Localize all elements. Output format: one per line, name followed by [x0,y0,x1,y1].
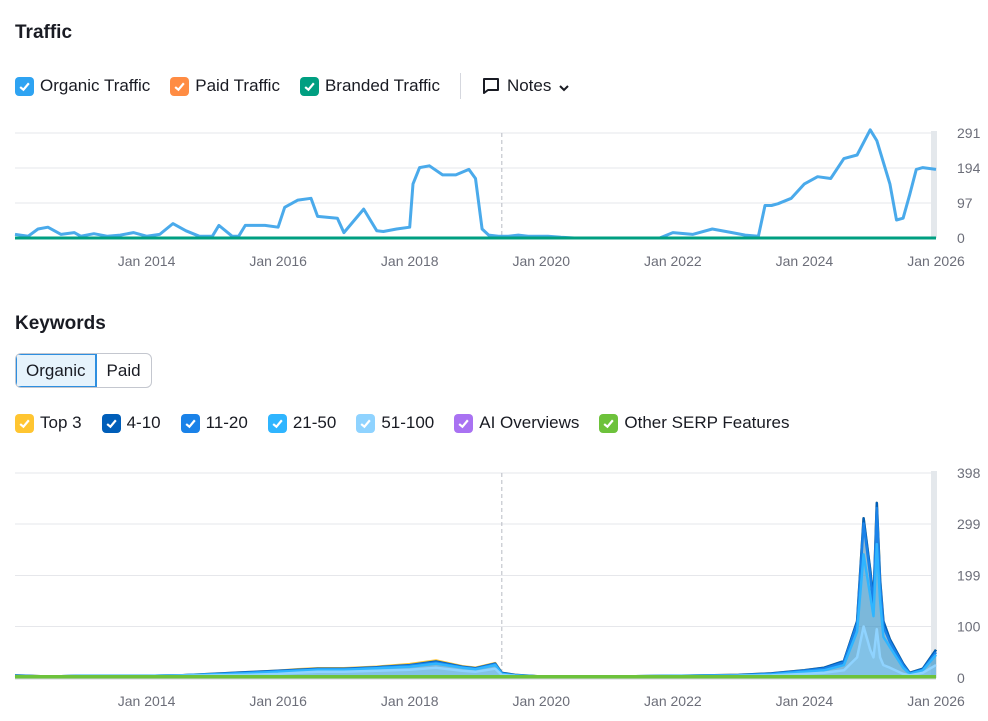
y-tick-label: 291 [957,125,981,141]
series-line-11-20 [14,506,937,678]
x-tick-label: Jan 2016 [249,253,307,269]
series-area-21-50 [15,544,936,678]
top-3-checkbox[interactable] [15,413,34,433]
y-tick-label: 299 [957,516,981,532]
legend-label: 4-10 [126,413,161,432]
traffic-legend: Organic Traffic Paid Traffic Branded Tra… [15,73,577,99]
tab-organic[interactable]: Organic [16,354,97,387]
y-tick-label: 398 [957,465,981,481]
legend-branded-traffic[interactable]: Branded Traffic [299,76,440,96]
paid-traffic-checkbox[interactable] [170,76,190,96]
legend-label: Branded Traffic [324,76,440,95]
4-10-checkbox[interactable] [101,413,121,433]
x-tick-label: Jan 2026 [907,253,965,269]
legend-ai-overviews[interactable]: AI Overviews [454,413,579,433]
x-tick-label: Jan 2022 [644,253,702,269]
x-tick-label: Jan 2018 [381,253,439,269]
check-icon [304,82,315,91]
serp-features-baseline [15,675,936,679]
legend-51-100[interactable]: 51-100 [356,413,434,433]
51-100-checkbox[interactable] [356,413,376,433]
x-tick-label: Jan 2018 [381,693,439,709]
scroll-handle[interactable] [931,471,937,678]
x-tick-label: Jan 2024 [776,693,834,709]
legend-label: 21-50 [292,413,337,432]
series-area-4-10 [15,502,936,678]
legend-other-serp-features[interactable]: Other SERP Features [599,413,789,433]
other-serp-features-checkbox[interactable] [599,413,619,433]
check-icon [174,82,185,91]
legend-label: AI Overviews [479,413,580,432]
legend-divider [459,73,461,99]
x-tick-label: Jan 2016 [249,693,307,709]
chevron-down-icon [559,84,570,91]
y-tick-label: 0 [957,230,965,246]
x-tick-label: Jan 2026 [907,693,965,709]
series-area-Top 3 [15,502,936,678]
legend-label: 11-20 [205,413,248,432]
y-tick-label: 0 [957,670,965,686]
series-line-21-50 [14,542,937,678]
notes-label: Notes [506,76,552,95]
check-icon [106,419,117,428]
legend-label: Paid Traffic [195,76,280,95]
series-line-Top 3 [14,501,938,678]
legend-label: Organic Traffic [40,76,151,95]
series-area-51-100 [15,626,936,678]
11-20-checkbox[interactable] [180,413,200,433]
check-icon [272,419,283,428]
keywords-legend: Top 3 4-10 11-20 21-50 51-100 AI Overvie… [15,413,809,433]
legend-organic-traffic[interactable]: Organic Traffic [15,76,150,96]
legend-label: Top 3 [40,413,82,432]
legend-4-10[interactable]: 4-10 [101,413,161,433]
legend-21-50[interactable]: 21-50 [267,413,337,433]
traffic-title: Traffic [15,22,73,43]
branded-traffic-checkbox[interactable] [299,76,319,96]
check-icon [19,82,30,91]
series-line-4-10 [14,501,938,678]
tab-paid[interactable]: Paid [106,361,141,380]
notes-dropdown[interactable]: Notes [481,76,577,96]
series-line-organic-traffic [14,128,937,240]
traffic-chart: 291 194 97 0 Jan 2014 Jan 2016 Jan 2018 Jan 202… [14,125,981,269]
x-tick-label: Jan 2014 [118,693,176,709]
legend-paid-traffic[interactable]: Paid Traffic [170,76,280,96]
scroll-handle[interactable] [931,131,937,238]
check-icon [360,419,371,428]
series-area-11-20 [15,508,936,678]
keywords-type-toggle: Organic Paid [15,353,152,388]
y-tick-label: 100 [957,618,981,634]
y-tick-label: 199 [957,568,981,584]
legend-top-3[interactable]: Top 3 [15,413,82,433]
y-tick-label: 97 [957,195,973,211]
x-tick-label: Jan 2020 [512,253,570,269]
organic-traffic-checkbox[interactable] [15,76,34,96]
keywords-title: Keywords [15,313,106,334]
y-tick-label: 194 [957,160,981,176]
x-tick-label: Jan 2024 [776,253,834,269]
x-tick-label: Jan 2022 [644,693,702,709]
check-icon [19,419,30,428]
legend-label: 51-100 [381,413,435,432]
x-tick-label: Jan 2020 [512,693,570,709]
check-icon [458,419,469,428]
x-tick-label: Jan 2014 [118,253,176,269]
legend-11-20[interactable]: 11-20 [180,413,248,433]
legend-label: Other SERP Features [624,413,790,432]
comment-icon [482,78,499,94]
check-icon [603,419,615,428]
check-icon [185,419,196,428]
ai-overviews-checkbox[interactable] [454,413,474,433]
21-50-checkbox[interactable] [267,413,287,433]
